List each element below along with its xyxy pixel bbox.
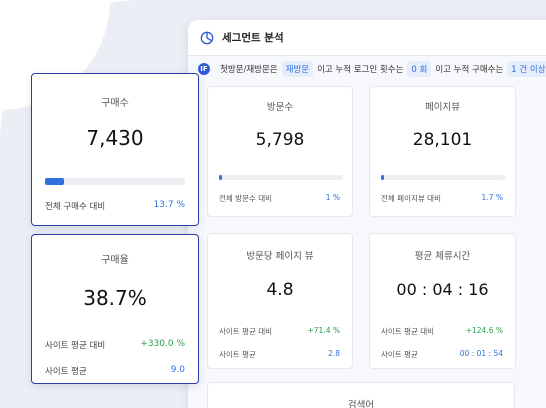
pages-per-visit-value: 4.8 bbox=[266, 280, 294, 300]
purchase-rate-avg-label: 사이트 평균 bbox=[45, 367, 87, 377]
avg-duration-avg-label: 사이트 평균 bbox=[381, 350, 418, 359]
purchases-progress-track bbox=[45, 178, 185, 185]
pages-per-visit-label: 방문당 페이지 뷰 bbox=[246, 251, 314, 262]
filter-text-login: 이고 누적 로그인 횟수는 bbox=[317, 65, 404, 75]
search-keyword-card: 검색어 bbox=[207, 382, 515, 408]
purchases-value: 7,430 bbox=[86, 126, 144, 150]
visits-foot-value: 1 % bbox=[325, 193, 340, 202]
avg-duration-value: 00 : 04 : 16 bbox=[396, 280, 489, 299]
avg-duration-avg-value: 00 : 01 : 54 bbox=[459, 349, 503, 358]
purchases-label: 구매수 bbox=[101, 98, 129, 109]
pages-per-visit-compare-label: 사이트 평균 대비 bbox=[219, 327, 273, 336]
avg-duration-card: 평균 체류시간 00 : 04 : 16 사이트 평균 대비 +124.6 % … bbox=[369, 233, 516, 369]
purchase-rate-compare-label: 사이트 평균 대비 bbox=[45, 341, 106, 351]
visits-card: 방문수 5,798 전체 방문수 대비 1 % bbox=[207, 86, 353, 217]
panel-header: 세그먼트 분석 bbox=[188, 20, 546, 56]
purchase-rate-compare-value: +330.0 % bbox=[140, 339, 185, 349]
panel-title: 세그먼트 분석 bbox=[222, 32, 284, 44]
pages-per-visit-avg-label: 사이트 평균 bbox=[219, 350, 256, 359]
pageviews-card: 페이지뷰 28,101 전체 페이지뷰 대비 1.7 % bbox=[369, 86, 516, 217]
pages-per-visit-avg-value: 2.8 bbox=[328, 349, 340, 358]
pageviews-foot-value: 1.7 % bbox=[481, 193, 503, 202]
segment-filter-bar: IF 첫방문/재방문은 재방문 이고 누적 로그인 횟수는 0 회 이고 누적 … bbox=[188, 56, 546, 82]
purchases-card: 구매수 7,430 전체 구매수 대비 13.7 % bbox=[31, 73, 199, 226]
pie-chart-icon bbox=[200, 31, 214, 44]
purchase-rate-label: 구매율 bbox=[101, 255, 129, 266]
filter-chip-purchase[interactable]: 1 건 이상 bbox=[507, 61, 546, 77]
avg-duration-compare-value: +124.6 % bbox=[465, 326, 503, 335]
purchases-foot-label: 전체 구매수 대비 bbox=[45, 202, 106, 212]
pageviews-progress-fill bbox=[381, 175, 384, 180]
pageviews-progress-track bbox=[381, 175, 505, 180]
search-keyword-label: 검색어 bbox=[347, 400, 375, 408]
purchases-progress-fill bbox=[45, 178, 64, 185]
pageviews-foot-label: 전체 페이지뷰 대비 bbox=[381, 194, 441, 203]
purchase-rate-value: 38.7% bbox=[83, 286, 147, 310]
purchase-rate-avg-value: 9.0 bbox=[170, 365, 185, 375]
filter-text-visit: 첫방문/재방문은 bbox=[220, 65, 278, 75]
pages-per-visit-compare-value: +71.4 % bbox=[307, 326, 341, 335]
pages-per-visit-card: 방문당 페이지 뷰 4.8 사이트 평균 대비 +71.4 % 사이트 평균 2… bbox=[207, 233, 353, 369]
filter-text-purchase: 이고 누적 구매수는 bbox=[435, 65, 504, 75]
visits-value: 5,798 bbox=[255, 130, 305, 150]
filter-chip-visit[interactable]: 재방문 bbox=[281, 61, 314, 77]
visits-label: 방문수 bbox=[266, 102, 294, 113]
avg-duration-label: 평균 체류시간 bbox=[414, 251, 471, 262]
avg-duration-compare-label: 사이트 평균 대비 bbox=[381, 327, 435, 336]
info-icon: IF bbox=[198, 63, 210, 75]
visits-progress-fill bbox=[219, 175, 222, 180]
purchases-foot-value: 13.7 % bbox=[153, 200, 185, 210]
purchase-rate-card: 구매율 38.7% 사이트 평균 대비 +330.0 % 사이트 평균 9.0 bbox=[31, 234, 199, 384]
visits-foot-label: 전체 방문수 대비 bbox=[219, 194, 273, 203]
visits-progress-track bbox=[219, 175, 343, 180]
pageviews-value: 28,101 bbox=[412, 130, 473, 150]
filter-chip-login[interactable]: 0 회 bbox=[407, 61, 432, 77]
pageviews-label: 페이지뷰 bbox=[425, 102, 460, 113]
